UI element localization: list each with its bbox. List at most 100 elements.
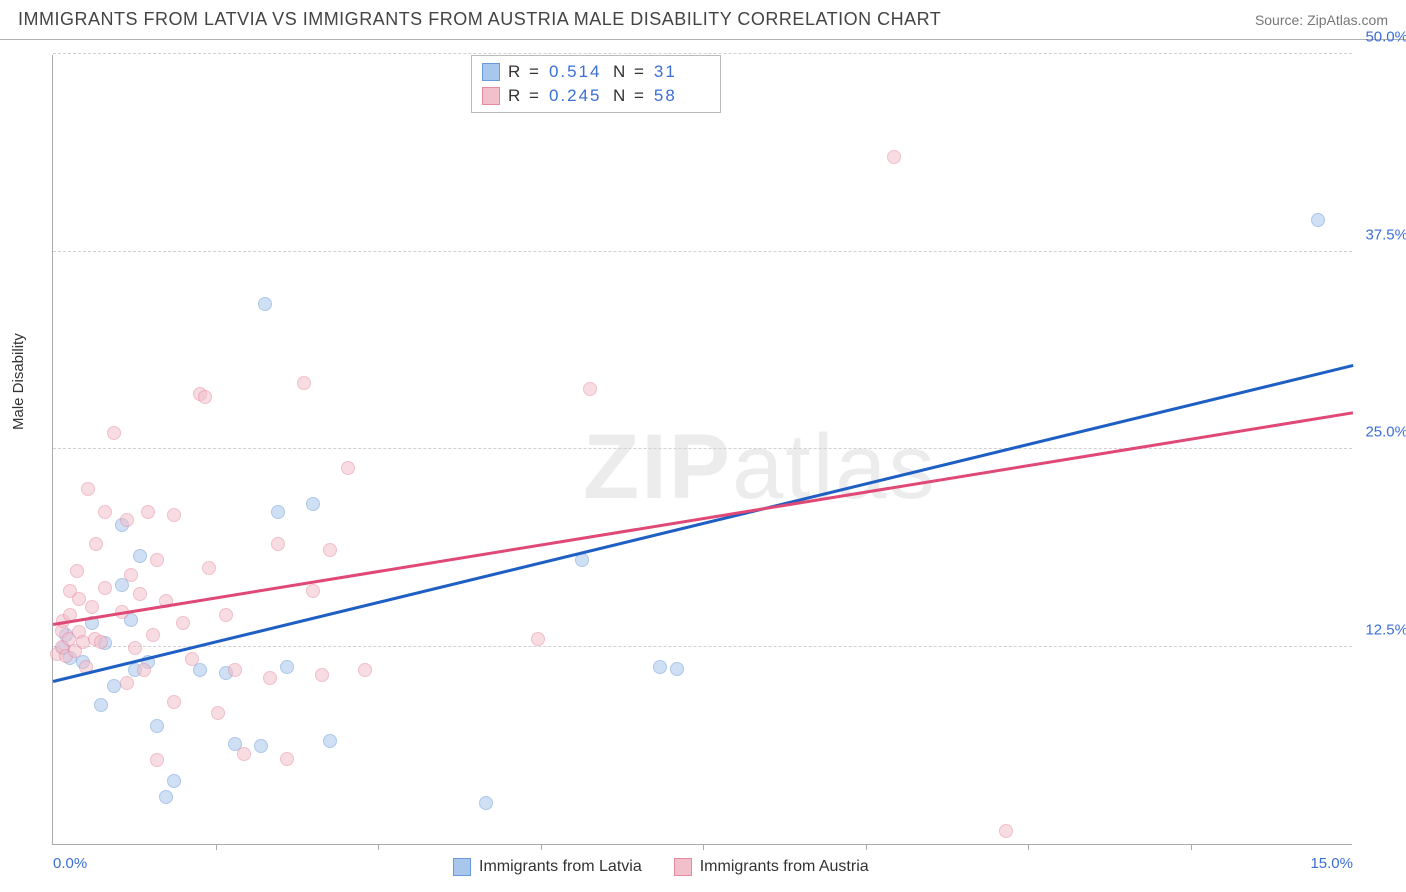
source-attribution: Source: ZipAtlas.com: [1255, 12, 1388, 28]
scatter-point: [107, 426, 121, 440]
n-value-austria: 58: [654, 86, 710, 106]
correlation-stats-box: R = 0.514 N = 31 R = 0.245 N = 58: [471, 55, 721, 113]
scatter-point: [280, 660, 294, 674]
scatter-point: [254, 739, 268, 753]
scatter-point: [167, 508, 181, 522]
x-tick: [866, 844, 867, 850]
scatter-point: [479, 796, 493, 810]
scatter-point: [211, 706, 225, 720]
legend-label: Immigrants from Austria: [700, 858, 869, 876]
y-tick-label: 12.5%: [1365, 621, 1406, 638]
scatter-point: [150, 719, 164, 733]
x-tick: [1028, 844, 1029, 850]
scatter-point: [315, 668, 329, 682]
scatter-point: [98, 581, 112, 595]
scatter-point: [85, 600, 99, 614]
scatter-point: [271, 537, 285, 551]
chart-title: IMMIGRANTS FROM LATVIA VS IMMIGRANTS FRO…: [18, 9, 941, 30]
x-tick: [1191, 844, 1192, 850]
scatter-point: [128, 641, 142, 655]
x-tick-label: 15.0%: [1310, 855, 1353, 872]
legend-item-austria: Immigrants from Austria: [674, 858, 869, 876]
scatter-point: [98, 505, 112, 519]
scatter-point: [323, 734, 337, 748]
scatter-point: [323, 543, 337, 557]
scatter-point: [124, 568, 138, 582]
scatter-point: [120, 513, 134, 527]
scatter-point: [159, 790, 173, 804]
r-label: R =: [508, 86, 541, 106]
scatter-point: [341, 461, 355, 475]
scatter-point: [306, 584, 320, 598]
swatch-austria: [482, 87, 500, 105]
r-value-latvia: 0.514: [549, 62, 605, 82]
scatter-point: [297, 376, 311, 390]
scatter-point: [999, 824, 1013, 838]
x-tick: [216, 844, 217, 850]
scatter-point: [228, 663, 242, 677]
scatter-point: [531, 632, 545, 646]
swatch-latvia: [453, 858, 471, 876]
scatter-point: [198, 390, 212, 404]
scatter-point: [237, 747, 251, 761]
scatter-point: [72, 592, 86, 606]
r-value-austria: 0.245: [549, 86, 605, 106]
gridline: [53, 53, 1352, 54]
scatter-point: [202, 561, 216, 575]
scatter-point: [107, 679, 121, 693]
stats-row-latvia: R = 0.514 N = 31: [482, 60, 710, 84]
scatter-point: [94, 698, 108, 712]
scatter-point: [150, 553, 164, 567]
x-tick: [378, 844, 379, 850]
scatter-point: [167, 695, 181, 709]
scatter-point: [137, 663, 151, 677]
y-tick-label: 25.0%: [1365, 424, 1406, 441]
x-tick: [703, 844, 704, 850]
n-label: N =: [613, 86, 646, 106]
scatter-point: [193, 663, 207, 677]
scatter-point: [185, 652, 199, 666]
scatter-point: [141, 505, 155, 519]
legend: Immigrants from Latvia Immigrants from A…: [453, 858, 869, 876]
legend-label: Immigrants from Latvia: [479, 858, 642, 876]
scatter-plot: ZIPatlas R = 0.514 N = 31 R = 0.245 N = …: [52, 55, 1352, 845]
r-label: R =: [508, 62, 541, 82]
swatch-latvia: [482, 63, 500, 81]
scatter-point: [653, 660, 667, 674]
regression-line: [53, 364, 1354, 682]
scatter-point: [258, 297, 272, 311]
scatter-point: [271, 505, 285, 519]
scatter-point: [306, 497, 320, 511]
gridline: [53, 251, 1352, 252]
scatter-point: [583, 382, 597, 396]
swatch-austria: [674, 858, 692, 876]
y-tick-label: 37.5%: [1365, 226, 1406, 243]
scatter-point: [150, 753, 164, 767]
watermark: ZIPatlas: [583, 415, 936, 520]
scatter-point: [146, 628, 160, 642]
title-bar: IMMIGRANTS FROM LATVIA VS IMMIGRANTS FRO…: [0, 0, 1406, 40]
scatter-point: [280, 752, 294, 766]
scatter-point: [167, 774, 181, 788]
stats-row-austria: R = 0.245 N = 58: [482, 84, 710, 108]
scatter-point: [120, 676, 134, 690]
scatter-point: [70, 564, 84, 578]
regression-line: [53, 412, 1353, 626]
gridline: [53, 448, 1352, 449]
x-tick-label: 0.0%: [53, 855, 87, 872]
y-axis-label: Male Disability: [10, 333, 27, 430]
scatter-point: [219, 608, 233, 622]
scatter-point: [263, 671, 277, 685]
scatter-point: [94, 635, 108, 649]
scatter-point: [176, 616, 190, 630]
gridline: [53, 646, 1352, 647]
scatter-point: [133, 587, 147, 601]
scatter-point: [1311, 213, 1325, 227]
x-tick: [541, 844, 542, 850]
scatter-point: [81, 482, 95, 496]
scatter-point: [670, 662, 684, 676]
scatter-point: [133, 549, 147, 563]
y-tick-label: 50.0%: [1365, 29, 1406, 46]
scatter-point: [358, 663, 372, 677]
scatter-point: [887, 150, 901, 164]
